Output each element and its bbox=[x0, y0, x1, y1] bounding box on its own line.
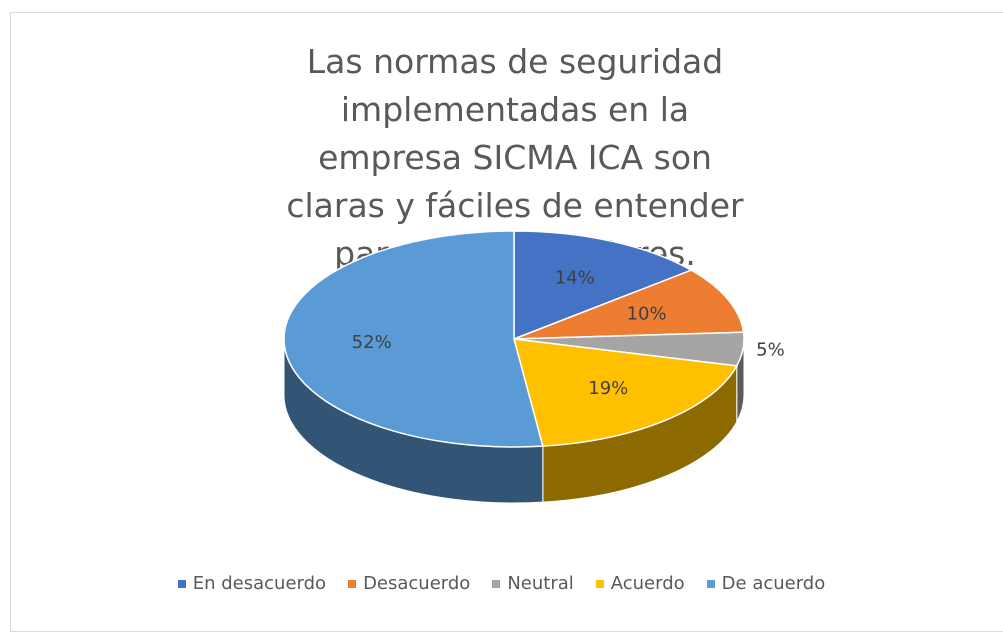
legend-swatch bbox=[177, 579, 186, 588]
legend-swatch bbox=[595, 579, 604, 588]
slice bbox=[513, 269, 745, 340]
page: Las normas de seguridad implementadas en… bbox=[0, 12, 1003, 632]
legend-swatch bbox=[348, 579, 357, 588]
legend-label: De acuerdo bbox=[721, 573, 826, 594]
data-label: 5% bbox=[756, 339, 785, 360]
legend-label: Acuerdo bbox=[610, 573, 685, 594]
data-label: 10% bbox=[627, 303, 667, 324]
legend-item: De acuerdo bbox=[706, 573, 826, 594]
data-label: 52% bbox=[352, 332, 392, 353]
legend-swatch bbox=[492, 579, 501, 588]
legend-label: En desacuerdo bbox=[192, 573, 327, 594]
legend-item: Neutral bbox=[492, 573, 574, 594]
data-label: 14% bbox=[555, 267, 595, 288]
legend-item: Acuerdo bbox=[595, 573, 685, 594]
legend-label: Desacuerdo bbox=[363, 573, 471, 594]
slice bbox=[512, 338, 738, 447]
legend-swatch bbox=[706, 579, 715, 588]
legend-label: Neutral bbox=[507, 573, 574, 594]
data-label: 19% bbox=[588, 378, 628, 399]
pie-chart: 14% 10% 5% 19% 52% bbox=[283, 230, 785, 504]
legend-item: En desacuerdo bbox=[177, 573, 327, 594]
legend-item: Desacuerdo bbox=[348, 573, 470, 594]
slice bbox=[513, 230, 693, 341]
slice bbox=[283, 230, 544, 448]
legend: En desacuerdo Desacuerdo Neutral Acuerdo De … bbox=[0, 573, 1003, 594]
